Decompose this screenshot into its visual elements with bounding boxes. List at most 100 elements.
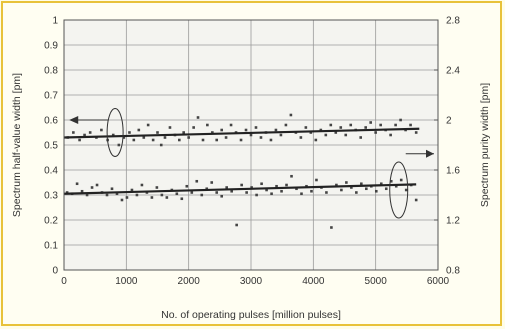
data-point bbox=[324, 133, 328, 137]
data-point bbox=[329, 123, 333, 127]
data-point bbox=[414, 198, 418, 202]
y-left-tick-label: 0.7 bbox=[44, 91, 58, 102]
data-point bbox=[185, 184, 189, 188]
data-point bbox=[335, 183, 338, 187]
data-point bbox=[95, 183, 99, 187]
y-axis-right-label: Spectrum purity width [pm] bbox=[479, 83, 491, 207]
gridlines bbox=[63, 19, 439, 271]
x-tick-label: 5000 bbox=[365, 276, 388, 287]
data-point bbox=[310, 189, 313, 193]
data-point bbox=[355, 191, 358, 194]
y-right-tick-label: 1.6 bbox=[446, 166, 460, 177]
data-point bbox=[122, 136, 126, 139]
data-point bbox=[260, 182, 263, 186]
data-point bbox=[389, 133, 392, 137]
data-point bbox=[156, 131, 159, 134]
data-point bbox=[379, 123, 382, 127]
data-point bbox=[279, 133, 283, 137]
data-point bbox=[224, 136, 228, 139]
data-point bbox=[190, 191, 194, 194]
plot-border bbox=[63, 19, 439, 271]
data-point bbox=[345, 181, 348, 184]
data-point bbox=[159, 143, 163, 147]
y-left-tick-label: 0.3 bbox=[44, 191, 58, 202]
data-point bbox=[299, 136, 303, 139]
data-point bbox=[192, 126, 195, 129]
data-point bbox=[349, 123, 353, 127]
data-point bbox=[365, 187, 368, 191]
data-point bbox=[140, 183, 144, 187]
data-point bbox=[339, 126, 343, 129]
x-tick-label: 0 bbox=[61, 276, 67, 287]
data-point bbox=[254, 126, 258, 129]
data-point bbox=[195, 179, 199, 183]
right-axis-ellipse bbox=[389, 161, 409, 219]
data-point bbox=[319, 128, 323, 132]
data-point bbox=[250, 186, 253, 189]
data-point bbox=[239, 138, 243, 142]
data-point bbox=[178, 138, 181, 142]
data-point bbox=[394, 123, 397, 127]
right-arrow-head bbox=[426, 149, 434, 158]
y-left-tick-label: 0.9 bbox=[44, 41, 58, 52]
y-left-tick-label: 1 bbox=[52, 16, 58, 27]
data-point bbox=[220, 194, 224, 198]
data-point bbox=[100, 128, 103, 132]
data-point bbox=[255, 193, 258, 197]
data-point bbox=[229, 123, 233, 127]
data-point bbox=[285, 183, 288, 187]
data-point bbox=[75, 182, 79, 186]
data-point bbox=[384, 187, 388, 191]
data-point bbox=[160, 193, 164, 197]
data-point bbox=[142, 136, 146, 139]
data-point bbox=[359, 136, 363, 139]
x-tick-label: 3000 bbox=[240, 276, 263, 287]
data-point bbox=[244, 128, 248, 132]
y-left-tick-label: 0.4 bbox=[44, 166, 58, 177]
y-right-tick-label: 0.8 bbox=[446, 266, 460, 277]
data-point bbox=[360, 182, 363, 186]
data-point bbox=[340, 188, 343, 192]
data-point bbox=[150, 196, 154, 199]
y-left-tick-label: 0.6 bbox=[44, 116, 58, 127]
data-point bbox=[274, 128, 278, 132]
data-point bbox=[394, 184, 398, 188]
x-tick-label: 1000 bbox=[115, 276, 138, 287]
data-point bbox=[295, 187, 298, 191]
data-point bbox=[215, 191, 219, 194]
data-point bbox=[180, 197, 184, 201]
x-tick-label: 2000 bbox=[178, 276, 201, 287]
y-left-tick-label: 0.5 bbox=[44, 141, 58, 152]
left-axis-ellipse bbox=[106, 108, 124, 157]
data-point bbox=[168, 126, 172, 129]
data-point bbox=[163, 136, 167, 139]
data-point bbox=[151, 138, 155, 142]
data-point bbox=[280, 189, 283, 193]
data-point bbox=[369, 121, 372, 124]
data-point bbox=[259, 136, 263, 139]
data-point bbox=[88, 131, 92, 134]
y-axis-left-label: Spectrum half-value width [pm] bbox=[11, 73, 23, 217]
data-point bbox=[196, 116, 200, 119]
data-point bbox=[289, 113, 293, 117]
data-point bbox=[130, 188, 134, 192]
data-point bbox=[175, 192, 179, 196]
data-point bbox=[117, 143, 121, 147]
data-point bbox=[111, 133, 115, 137]
data-point bbox=[350, 186, 353, 189]
data-point bbox=[215, 138, 219, 142]
data-point bbox=[78, 138, 81, 142]
data-point bbox=[210, 181, 214, 184]
y-right-tick-label: 2.4 bbox=[446, 66, 460, 77]
data-point bbox=[235, 223, 238, 227]
data-point bbox=[110, 187, 114, 191]
data-point bbox=[314, 138, 318, 142]
data-point bbox=[269, 138, 273, 142]
data-point bbox=[206, 123, 209, 127]
annotations bbox=[69, 108, 434, 219]
data-point bbox=[379, 182, 383, 186]
data-point bbox=[414, 131, 418, 134]
data-point bbox=[284, 123, 288, 127]
data-point bbox=[128, 131, 131, 134]
